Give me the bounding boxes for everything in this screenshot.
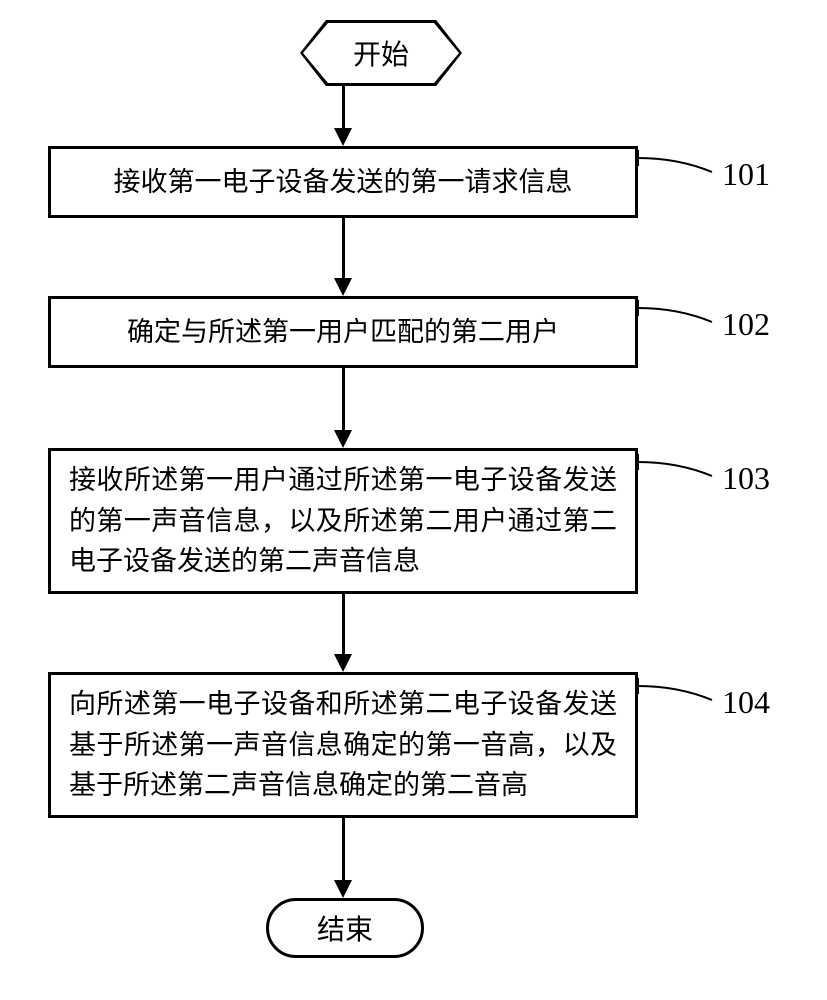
flowchart-canvas: 开始 接收第一电子设备发送的第一请求信息 确定与所述第一用户匹配的第二用户 接收… (0, 0, 827, 1000)
leader-101 (638, 156, 714, 182)
leader-104 (638, 684, 714, 710)
edge-step4-end (342, 818, 345, 882)
edge-step1-step2-head (334, 278, 352, 296)
edge-step4-end-head (334, 880, 352, 898)
start-node: 开始 (303, 23, 459, 83)
step4-box: 向所述第一电子设备和所述第二电子设备发送基于所述第一声音信息确定的第一音高，以及… (48, 672, 638, 818)
label-101: 101 (722, 156, 770, 193)
label-104: 104 (722, 684, 770, 721)
label-102: 102 (722, 306, 770, 343)
edge-step3-step4 (342, 594, 345, 656)
end-node: 结束 (266, 898, 424, 958)
edge-step2-step3-head (334, 430, 352, 448)
label-103: 103 (722, 460, 770, 497)
step4-text: 向所述第一电子设备和所述第二电子设备发送基于所述第一声音信息确定的第一音高，以及… (69, 684, 617, 806)
edge-start-step1-head (334, 128, 352, 146)
step2-text: 确定与所述第一用户匹配的第二用户 (127, 312, 559, 353)
leader-102 (638, 306, 714, 332)
step2-box: 确定与所述第一用户匹配的第二用户 (48, 296, 638, 368)
start-label: 开始 (353, 33, 409, 73)
step1-text: 接收第一电子设备发送的第一请求信息 (114, 162, 573, 203)
edge-step3-step4-head (334, 654, 352, 672)
step3-box: 接收所述第一用户通过所述第一电子设备发送的第一声音信息，以及所述第二用户通过第二… (48, 448, 638, 594)
step3-text: 接收所述第一用户通过所述第一电子设备发送的第一声音信息，以及所述第二用户通过第二… (69, 460, 617, 582)
leader-103 (638, 460, 714, 486)
edge-step2-step3 (342, 368, 345, 432)
end-label: 结束 (317, 908, 373, 948)
edge-step1-step2 (342, 218, 345, 280)
step1-box: 接收第一电子设备发送的第一请求信息 (48, 146, 638, 218)
edge-start-step1 (342, 86, 345, 130)
